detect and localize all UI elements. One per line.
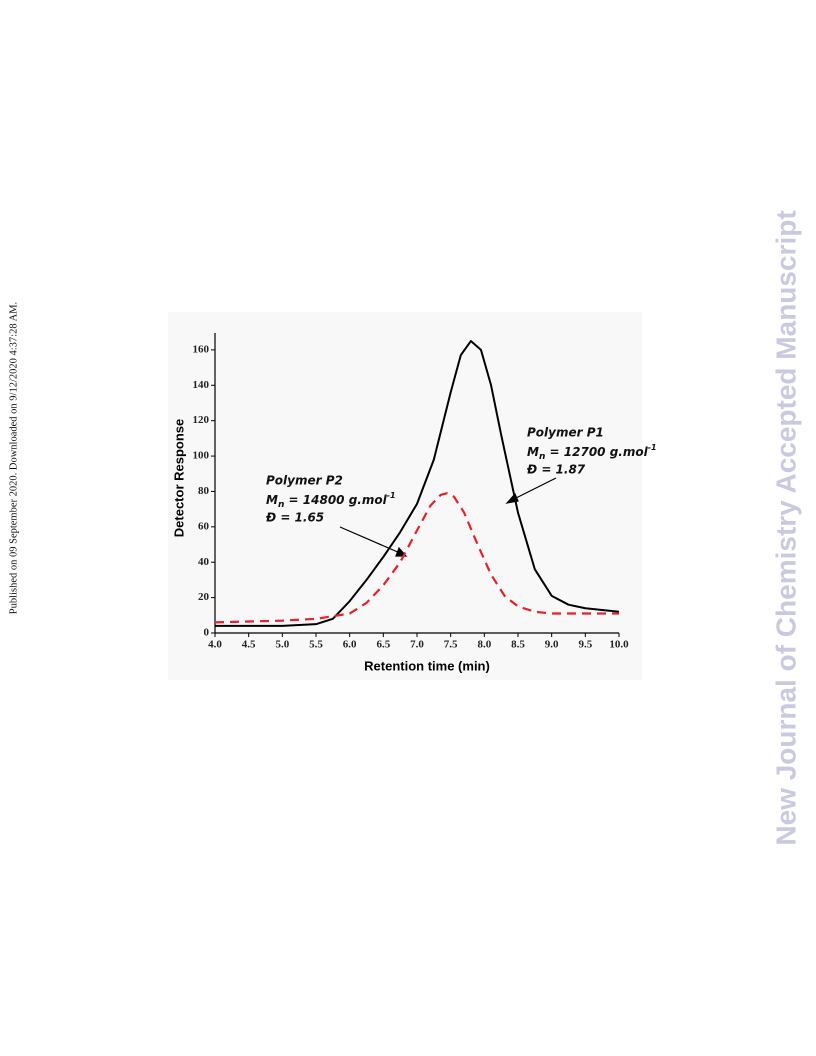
mass-superscript: -1	[387, 491, 396, 500]
y-axis-label: Detector Response	[171, 419, 186, 537]
side-note: Published on 09 September 2020. Download…	[8, 302, 19, 614]
y-tick-label: 120	[193, 414, 210, 426]
annotation-dispersity: Đ = 1.65	[265, 511, 324, 525]
x-tick-label: 5.0	[275, 639, 289, 651]
annotation-title: Polymer P2	[266, 474, 343, 488]
y-tick-label: 80	[198, 485, 210, 497]
mass-value: = 14800 g.mol	[284, 493, 387, 507]
y-tick-label: 140	[193, 379, 210, 391]
chart: Retention time (min) Detector Response 0…	[171, 333, 657, 673]
x-tick-label: 9.0	[545, 639, 559, 651]
x-tick-label: 10.0	[609, 639, 629, 651]
x-tick-label: 9.5	[578, 639, 592, 651]
annotation-dispersity: Đ = 1.87	[526, 463, 586, 477]
x-tick-label: 6.5	[376, 639, 390, 651]
annotation-mass: Mn = 12700 g.mol-1	[527, 443, 657, 462]
mass-symbol: M	[266, 493, 278, 507]
data-line	[214, 492, 619, 624]
y-tick-label: 160	[193, 343, 210, 355]
x-axis-label: Retention time (min)	[364, 658, 490, 673]
y-tick-label: 100	[193, 450, 210, 462]
x-tick-label: 7.0	[410, 639, 424, 651]
mass-superscript: -1	[648, 443, 657, 452]
mass-value: = 12700 g.mol	[545, 445, 648, 459]
x-tick-label: 8.5	[511, 639, 525, 651]
x-tick-label: 8.0	[477, 639, 491, 651]
annotation-mass: Mn = 14800 g.mol-1	[266, 491, 396, 510]
data-line	[215, 340, 620, 627]
y-tick-label: 0	[204, 627, 210, 639]
x-tick-label: 6.0	[343, 639, 357, 651]
mass-subscript: n	[278, 500, 284, 510]
annotation-title: Polymer P1	[527, 426, 604, 440]
y-tick-label: 40	[198, 556, 210, 568]
mass-subscript: n	[539, 452, 545, 462]
arrows	[339, 477, 557, 557]
figure-background	[168, 312, 642, 680]
y-tick-label: 20	[198, 591, 210, 603]
x-tick-label: 7.5	[444, 639, 458, 651]
y-tick-label: 60	[198, 520, 210, 532]
watermark: New Journal of Chemistry Accepted Manusc…	[770, 210, 801, 845]
arrow	[511, 477, 557, 501]
x-tick-label: 4.5	[242, 639, 256, 651]
x-tick-label: 4.0	[208, 639, 222, 651]
x-tick-label: 5.5	[309, 639, 323, 651]
mass-symbol: M	[527, 445, 539, 459]
